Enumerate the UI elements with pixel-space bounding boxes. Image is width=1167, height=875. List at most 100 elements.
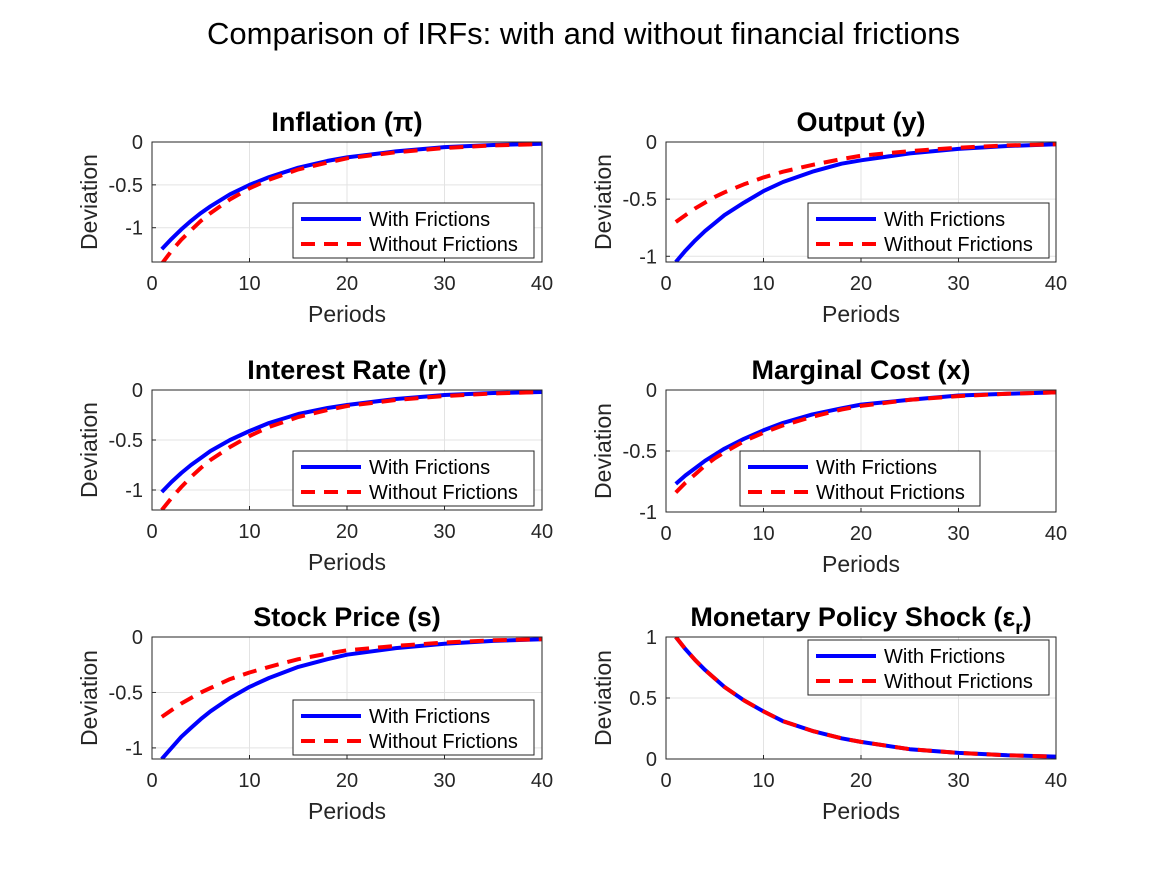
legend: With Frictions Without Frictions bbox=[807, 639, 1050, 696]
series-line-without-frictions bbox=[160, 390, 542, 510]
legend-entry-label: With Frictions bbox=[816, 457, 937, 479]
series-line-with-frictions bbox=[674, 142, 1056, 262]
subplot-1: 0 10 20 30 40 0 -0.5 -1 Periods Deviation Inflatio… bbox=[76, 107, 553, 327]
y-tick-label: 0 bbox=[646, 749, 657, 771]
x-tick-label: 40 bbox=[531, 770, 553, 792]
x-tick-label: 40 bbox=[1045, 273, 1067, 295]
x-axis-label: Periods bbox=[822, 551, 900, 577]
x-tick-label: 10 bbox=[238, 770, 260, 792]
legend-entry-label: Without Frictions bbox=[369, 482, 518, 504]
y-tick-label: -1 bbox=[639, 502, 657, 524]
x-tick-label: 20 bbox=[336, 273, 358, 295]
series-line-with-frictions bbox=[160, 390, 542, 494]
y-tick-label: 0 bbox=[132, 132, 143, 154]
y-tick-label: -0.5 bbox=[623, 441, 657, 463]
subplot-title: Inflation (π) bbox=[271, 107, 422, 137]
x-tick-label: 10 bbox=[238, 273, 260, 295]
x-tick-label: 30 bbox=[947, 770, 969, 792]
x-tick-label: 20 bbox=[850, 770, 872, 792]
x-tick-label: 10 bbox=[752, 273, 774, 295]
x-tick-label: 30 bbox=[433, 770, 455, 792]
y-tick-label: 0 bbox=[132, 380, 143, 402]
x-tick-label: 0 bbox=[660, 770, 671, 792]
legend: With Frictions Without Frictions bbox=[739, 450, 981, 507]
legend-box bbox=[739, 450, 981, 507]
x-tick-label: 30 bbox=[433, 521, 455, 543]
y-tick-label: 1 bbox=[646, 627, 657, 649]
legend: With Frictions Without Frictions bbox=[292, 699, 535, 756]
subplot-6: 0 10 20 30 40 0 0.5 1 Periods Deviation Monetary P… bbox=[590, 602, 1067, 824]
y-axis-label: Deviation bbox=[76, 650, 102, 746]
x-tick-label: 20 bbox=[336, 770, 358, 792]
subplot-title: Output (y) bbox=[797, 107, 926, 137]
y-tick-label: -0.5 bbox=[109, 175, 143, 197]
subplot-title: Stock Price (s) bbox=[253, 602, 441, 632]
y-tick-label: -1 bbox=[125, 218, 143, 240]
y-axis-label: Deviation bbox=[590, 154, 616, 250]
x-tick-label: 10 bbox=[752, 523, 774, 545]
subplot-title: Interest Rate (r) bbox=[247, 355, 447, 385]
x-tick-label: 0 bbox=[146, 521, 157, 543]
series-line-with-frictions bbox=[160, 142, 542, 251]
x-tick-label: 40 bbox=[1045, 770, 1067, 792]
x-tick-label: 40 bbox=[1045, 523, 1067, 545]
x-tick-label: 10 bbox=[752, 770, 774, 792]
y-tick-label: -0.5 bbox=[109, 430, 143, 452]
x-tick-label: 40 bbox=[531, 521, 553, 543]
x-tick-label: 40 bbox=[531, 273, 553, 295]
x-tick-label: 30 bbox=[947, 523, 969, 545]
y-axis-label: Deviation bbox=[590, 650, 616, 746]
subplot-4: 0 10 20 30 40 0 -0.5 -1 Periods Deviation Marginal… bbox=[590, 355, 1067, 577]
series-line-without-frictions bbox=[674, 390, 1056, 494]
legend-box bbox=[292, 202, 535, 259]
x-axis-label: Periods bbox=[308, 798, 386, 824]
x-tick-label: 20 bbox=[336, 521, 358, 543]
legend-box bbox=[292, 450, 535, 507]
y-axis-label: Deviation bbox=[590, 403, 616, 499]
y-tick-label: 0 bbox=[132, 627, 143, 649]
x-tick-label: 0 bbox=[146, 770, 157, 792]
legend-entry-label: With Frictions bbox=[884, 209, 1005, 231]
x-tick-label: 20 bbox=[850, 523, 872, 545]
legend-entry-label: With Frictions bbox=[369, 209, 490, 231]
legend-entry-label: With Frictions bbox=[369, 457, 490, 479]
x-tick-label: 0 bbox=[660, 273, 671, 295]
x-tick-label: 30 bbox=[433, 273, 455, 295]
y-tick-label: 0 bbox=[646, 380, 657, 402]
x-tick-label: 10 bbox=[238, 521, 260, 543]
legend: With Frictions Without Frictions bbox=[807, 202, 1050, 259]
figure-title: Comparison of IRFs: with and without fin… bbox=[207, 16, 960, 51]
y-tick-label: -1 bbox=[125, 480, 143, 502]
x-tick-label: 30 bbox=[947, 273, 969, 295]
legend-entry-label: With Frictions bbox=[884, 646, 1005, 668]
y-tick-label: -1 bbox=[125, 738, 143, 760]
subplot-5: 0 10 20 30 40 0 -0.5 -1 Periods Deviation Stock Pr… bbox=[76, 602, 553, 824]
legend-entry-label: Without Frictions bbox=[884, 234, 1033, 256]
subplot-title: Marginal Cost (x) bbox=[751, 355, 970, 385]
series-line-without-frictions bbox=[674, 637, 1056, 759]
x-axis-label: Periods bbox=[822, 301, 900, 327]
legend-box bbox=[807, 639, 1050, 696]
y-tick-label: -0.5 bbox=[623, 189, 657, 211]
subplot-3: 0 10 20 30 40 0 -0.5 -1 Periods Deviation Interest… bbox=[76, 355, 553, 575]
y-axis-label: Deviation bbox=[76, 402, 102, 498]
x-axis-label: Periods bbox=[308, 549, 386, 575]
x-tick-label: 0 bbox=[660, 523, 671, 545]
legend-entry-label: Without Frictions bbox=[816, 482, 965, 504]
legend-entry-label: Without Frictions bbox=[884, 671, 1033, 693]
legend: With Frictions Without Frictions bbox=[292, 450, 535, 507]
legend-entry-label: With Frictions bbox=[369, 706, 490, 728]
x-axis-label: Periods bbox=[822, 798, 900, 824]
y-tick-label: 0.5 bbox=[629, 688, 657, 710]
legend: With Frictions Without Frictions bbox=[292, 202, 535, 259]
y-tick-label: 0 bbox=[646, 132, 657, 154]
legend-box bbox=[807, 202, 1050, 259]
x-tick-label: 0 bbox=[146, 273, 157, 295]
series-line-with-frictions bbox=[160, 637, 542, 759]
y-axis-label: Deviation bbox=[76, 154, 102, 250]
series-line-without-frictions bbox=[160, 142, 542, 262]
legend-entry-label: Without Frictions bbox=[369, 234, 518, 256]
x-tick-label: 20 bbox=[850, 273, 872, 295]
x-axis-label: Periods bbox=[308, 301, 386, 327]
